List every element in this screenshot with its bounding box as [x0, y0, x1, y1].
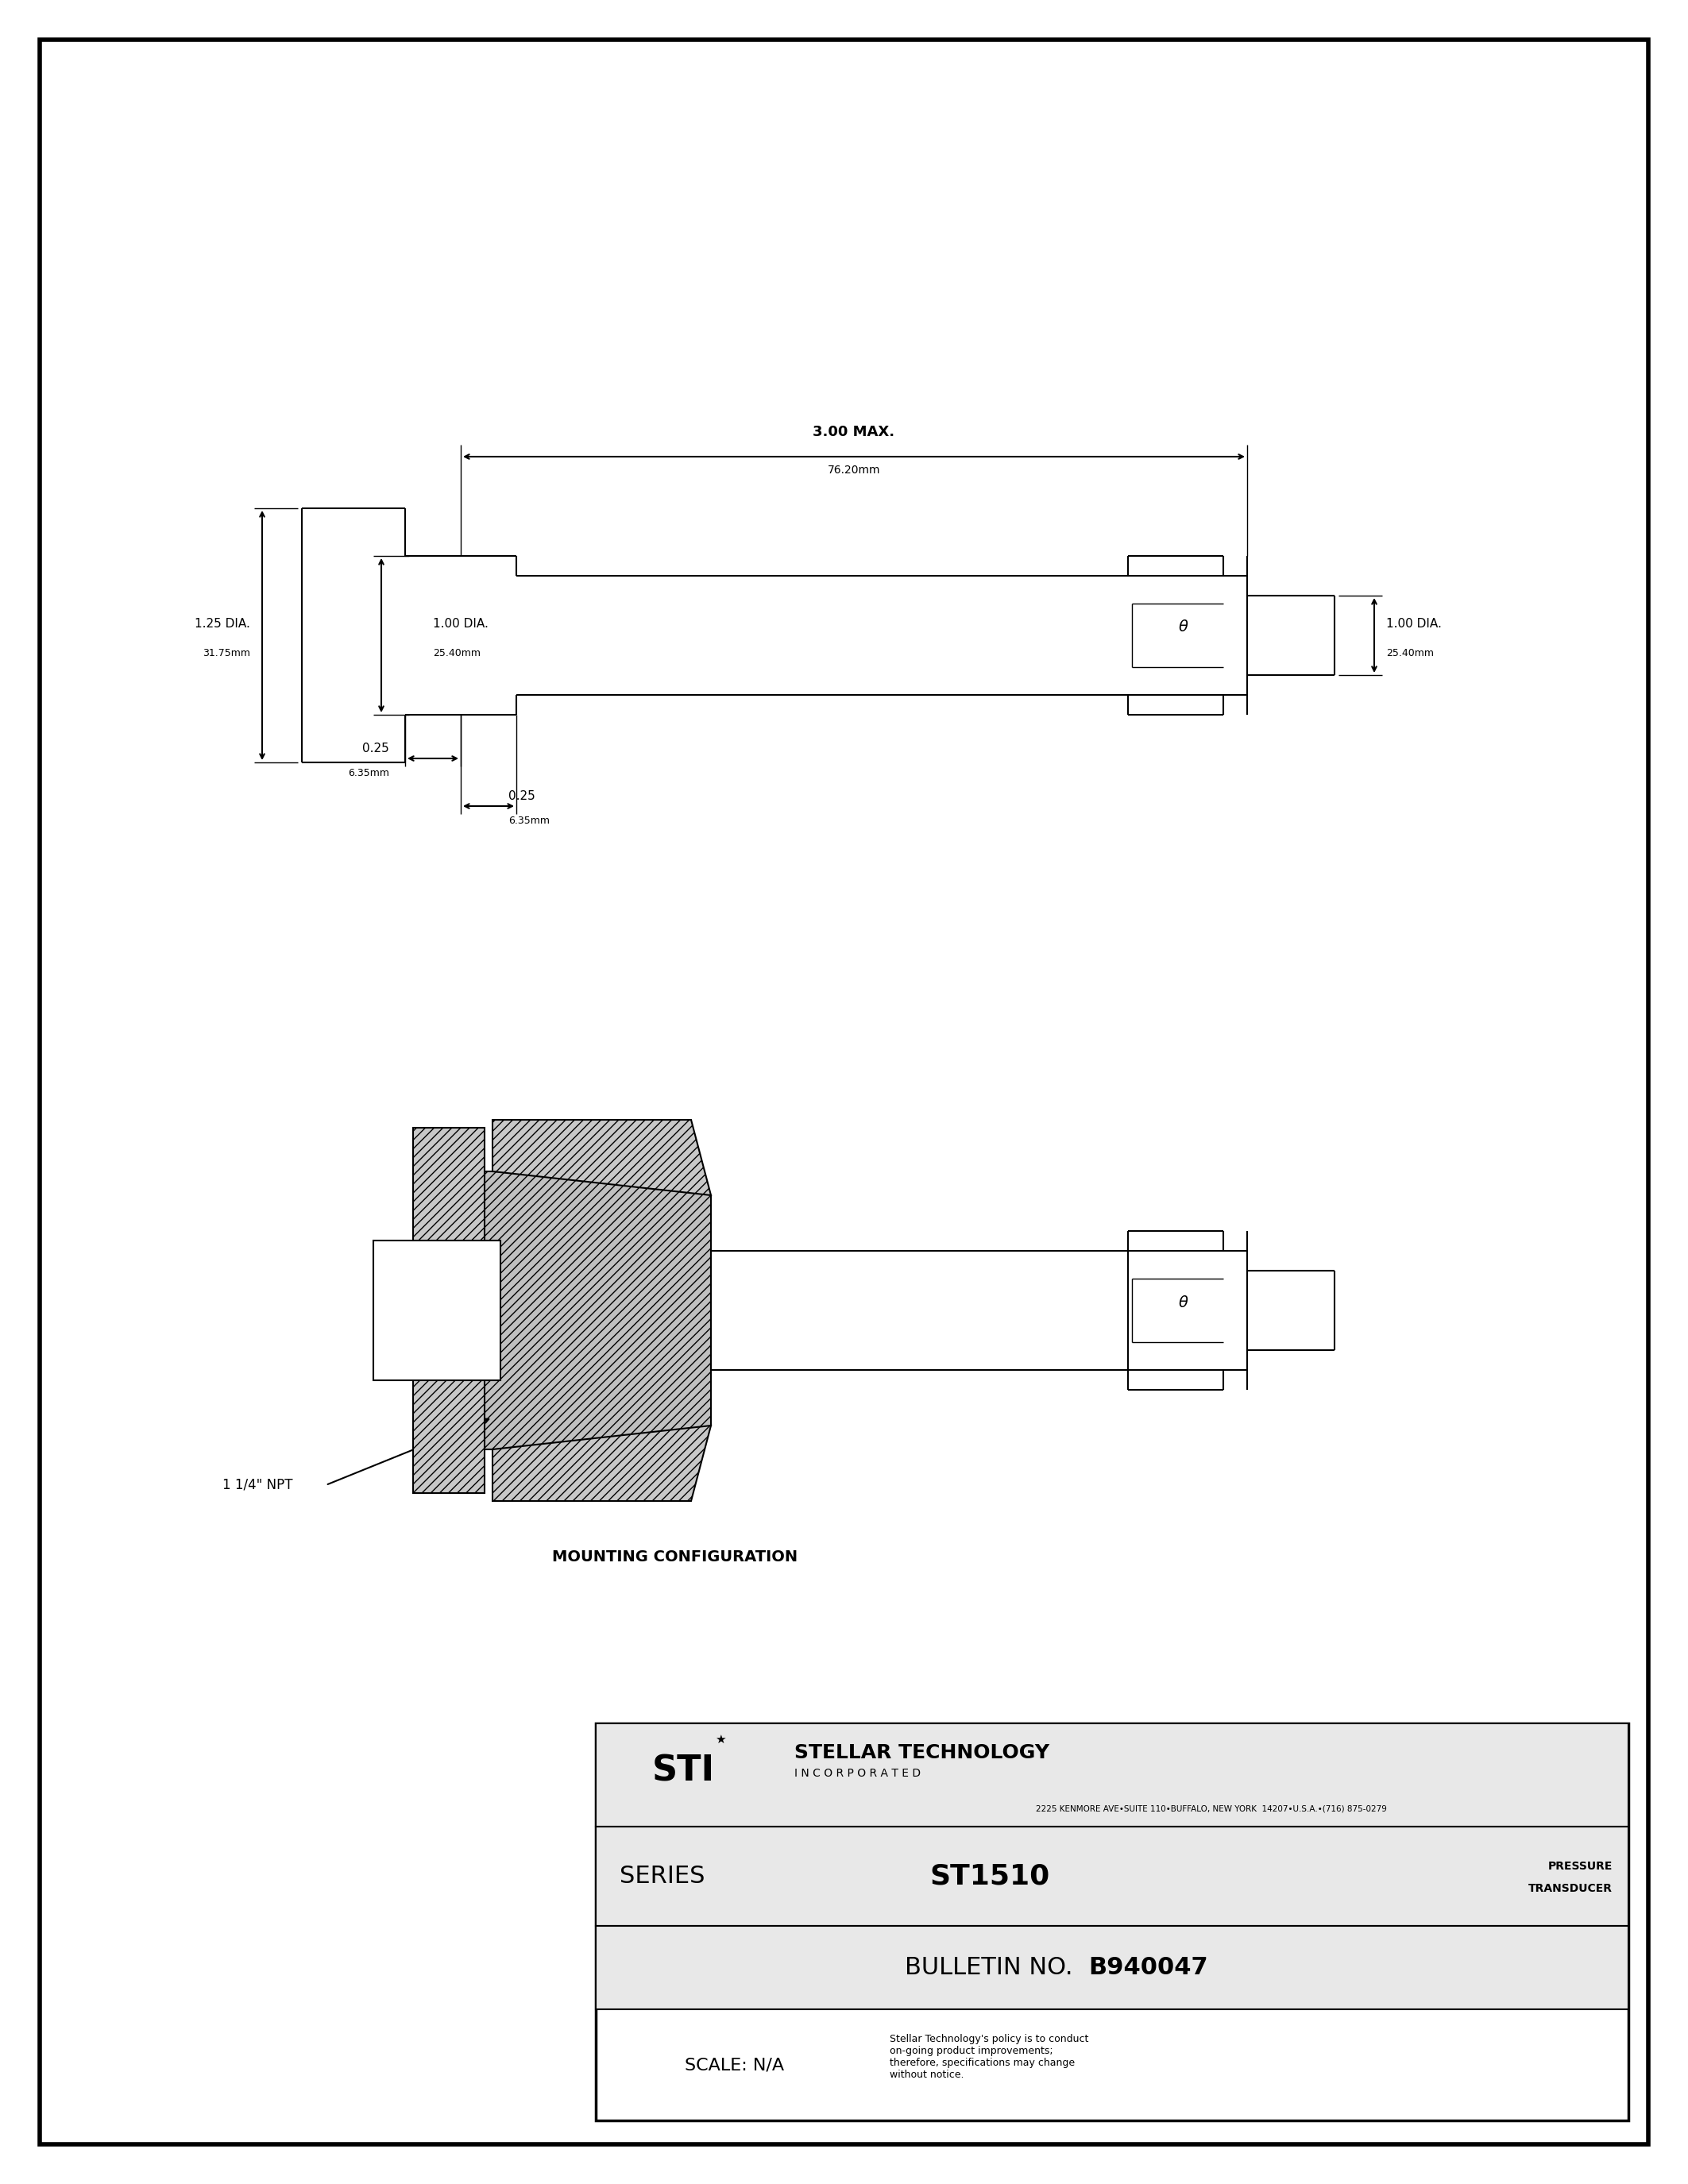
Text: 25.40mm: 25.40mm [1386, 649, 1433, 657]
Text: 25.40mm: 25.40mm [432, 649, 481, 657]
Text: 0.25: 0.25 [363, 743, 390, 753]
Text: 1.00 DIA.: 1.00 DIA. [1386, 618, 1442, 629]
Bar [596, 1926, 1629, 2009]
Text: 1.00 DIA.: 1.00 DIA. [432, 618, 488, 629]
Bar [596, 1826, 1629, 1926]
Text: $\theta$: $\theta$ [1178, 620, 1188, 636]
Text: Stellar Technology's policy is to conduct
on-going product improvements;
therefo: Stellar Technology's policy is to conduc… [890, 2033, 1089, 2079]
Text: 3.00 MAX.: 3.00 MAX. [814, 426, 895, 439]
Text: I N C O R P O R A T E D: I N C O R P O R A T E D [795, 1767, 920, 1780]
Text: B940047: B940047 [1089, 1957, 1209, 1979]
Text: SCALE: N/A: SCALE: N/A [685, 2057, 785, 2073]
Polygon shape [493, 1426, 711, 1500]
Bar [596, 1723, 1629, 2121]
Polygon shape [493, 1120, 711, 1195]
Text: BULLETIN NO.: BULLETIN NO. [905, 1957, 1089, 1979]
Text: ★: ★ [716, 1734, 726, 1745]
Text: MOUNTING CONFIGURATION: MOUNTING CONFIGURATION [552, 1548, 798, 1564]
Bar [596, 1723, 1629, 1826]
Text: $\theta$: $\theta$ [1178, 1295, 1188, 1310]
Text: PRESSURE: PRESSURE [1548, 1861, 1612, 1872]
Bar [711, 1251, 1128, 1369]
Text: SERIES: SERIES [619, 1865, 721, 1887]
Polygon shape [464, 1171, 711, 1450]
Text: ST1510: ST1510 [930, 1863, 1050, 1889]
Text: 6.35mm: 6.35mm [508, 815, 550, 826]
Text: STELLAR TECHNOLOGY: STELLAR TECHNOLOGY [795, 1743, 1050, 1762]
Text: 6.35mm: 6.35mm [348, 769, 390, 778]
Text: STI: STI [652, 1754, 714, 1789]
Text: 0.25: 0.25 [508, 791, 535, 802]
Bar [414, 1127, 484, 1494]
Text: 2225 KENMORE AVE•SUITE 110•BUFFALO, NEW YORK  14207•U.S.A.•(716) 875-0279: 2225 KENMORE AVE•SUITE 110•BUFFALO, NEW … [1036, 1806, 1388, 1813]
Text: 76.20mm: 76.20mm [827, 465, 881, 476]
Text: 31.75mm: 31.75mm [203, 649, 250, 657]
Text: 1 1/4" NPT: 1 1/4" NPT [223, 1479, 292, 1492]
Text: 1.25 DIA.: 1.25 DIA. [194, 618, 250, 629]
Text: TRANSDUCER: TRANSDUCER [1528, 1883, 1612, 1894]
Bar [373, 1241, 500, 1380]
